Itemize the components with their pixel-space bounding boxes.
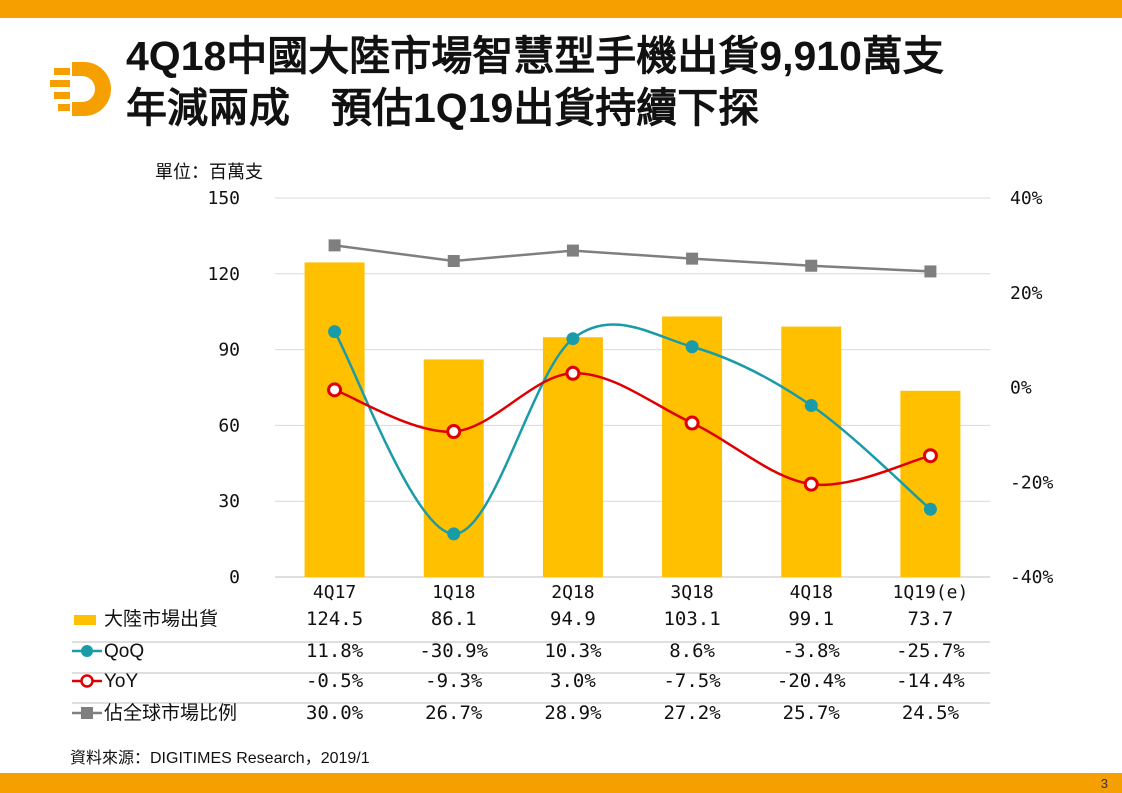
table-cell: 11.8%	[306, 640, 364, 662]
table-cell: 103.1	[663, 608, 720, 630]
x-tick-label: 1Q19(e)	[892, 582, 968, 603]
table-cell: 94.9	[550, 608, 596, 630]
bar-shipment	[662, 316, 723, 577]
x-tick-label: 1Q18	[432, 582, 475, 603]
source-note: 資料來源：DIGITIMES Research，2019/1	[70, 750, 370, 767]
table-cell: -30.9%	[419, 640, 488, 662]
table-row-label: 佔全球市場比例	[104, 702, 237, 724]
bar-shipment	[304, 262, 365, 577]
point-yoy	[922, 448, 938, 464]
point-share	[924, 265, 937, 278]
page-number: 3	[1100, 776, 1108, 791]
y2-tick-label: 20%	[1010, 283, 1043, 304]
point-share	[328, 239, 341, 252]
y-tick-label: 0	[229, 567, 240, 588]
y2-tick-label: 0%	[1010, 378, 1032, 399]
bar-shipment	[781, 326, 842, 577]
point-yoy	[565, 365, 581, 381]
line-yoy	[334, 372, 931, 487]
table-row-label: YoY	[104, 671, 138, 692]
y2-tick-label: -40%	[1010, 567, 1054, 588]
bar-shipment	[900, 390, 961, 577]
point-qoq	[923, 502, 937, 516]
point-share	[686, 252, 699, 265]
y-tick-label: 30	[218, 491, 240, 512]
shipment-chart: 0 30 60 90 120 150 -40% -20% 0% 20% 40% 4Q17 1Q18 2Q1…	[72, 188, 1054, 724]
legend-marker-share	[81, 707, 93, 719]
table-cell: -25.7%	[896, 640, 965, 662]
y2-tick-label: 40%	[1010, 188, 1043, 209]
top-accent-bar	[0, 0, 1122, 18]
table-cell: 99.1	[788, 608, 834, 630]
table-cell: -14.4%	[896, 670, 965, 692]
table-row-label: QoQ	[104, 641, 144, 662]
digitimes-logo-icon	[50, 62, 111, 116]
table-cell: 10.3%	[544, 640, 602, 662]
y-tick-label: 120	[207, 264, 240, 285]
bottom-accent-bar	[0, 773, 1122, 793]
table-cell: 24.5%	[902, 702, 960, 724]
point-yoy	[446, 424, 462, 440]
point-qoq	[685, 340, 699, 354]
table-cell: 30.0%	[306, 702, 364, 724]
legend-marker-qoq	[81, 645, 93, 657]
point-qoq	[566, 332, 580, 346]
table-cell: 25.7%	[783, 702, 841, 724]
point-share	[447, 255, 460, 268]
bar-shipment	[423, 359, 484, 577]
unit-label: 單位：百萬支	[155, 162, 263, 182]
x-tick-label: 4Q18	[790, 582, 833, 603]
legend-key-shipment	[74, 615, 96, 625]
point-share	[805, 259, 818, 272]
table-cell: 124.5	[306, 608, 363, 630]
x-tick-label: 2Q18	[551, 582, 594, 603]
table-cell: -3.8%	[783, 640, 841, 662]
y-tick-label: 150	[207, 188, 240, 209]
y-tick-label: 60	[218, 415, 240, 436]
point-yoy	[327, 382, 343, 398]
table-cell: 27.2%	[663, 702, 721, 724]
x-tick-label: 4Q17	[313, 582, 356, 603]
point-share	[566, 244, 579, 257]
table-cell: -9.3%	[425, 670, 483, 692]
table-cell: 73.7	[908, 608, 954, 630]
y2-tick-label: -20%	[1010, 472, 1054, 493]
table-cell: 3.0%	[550, 670, 596, 692]
y-tick-label: 90	[218, 340, 240, 361]
table-row-label: 大陸市場出貨	[104, 608, 218, 630]
x-tick-label: 3Q18	[670, 582, 713, 603]
slide-title: 4Q18中國大陸市場智慧型手機出貨9,910萬支 年減兩成 預估1Q19出貨持續…	[126, 33, 944, 131]
point-yoy	[803, 476, 819, 492]
point-yoy	[684, 415, 700, 431]
table-cell: 28.9%	[544, 702, 602, 724]
point-qoq	[804, 399, 818, 413]
line-share	[334, 244, 931, 273]
legend-marker-yoy	[80, 674, 94, 688]
table-cell: -20.4%	[777, 670, 846, 692]
table-cell: 86.1	[431, 608, 477, 630]
point-qoq	[328, 325, 342, 339]
table-cell: -0.5%	[306, 670, 364, 692]
table-cell: 26.7%	[425, 702, 483, 724]
point-qoq	[447, 527, 461, 541]
table-cell: -7.5%	[663, 670, 721, 692]
table-cell: 8.6%	[669, 640, 715, 662]
